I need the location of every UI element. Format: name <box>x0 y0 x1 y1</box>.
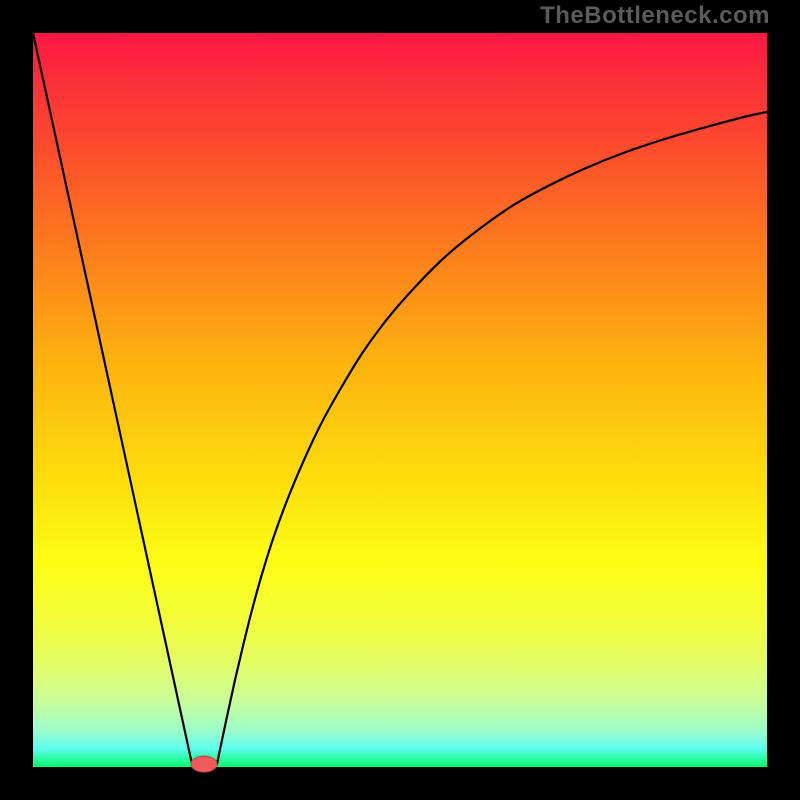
bottleneck-marker <box>191 756 217 772</box>
curve-layer <box>0 0 800 800</box>
chart-container: TheBottleneck.com <box>0 0 800 800</box>
curve-right-segment <box>217 112 767 764</box>
curve-left-segment <box>33 33 192 764</box>
watermark-text: TheBottleneck.com <box>540 2 770 30</box>
